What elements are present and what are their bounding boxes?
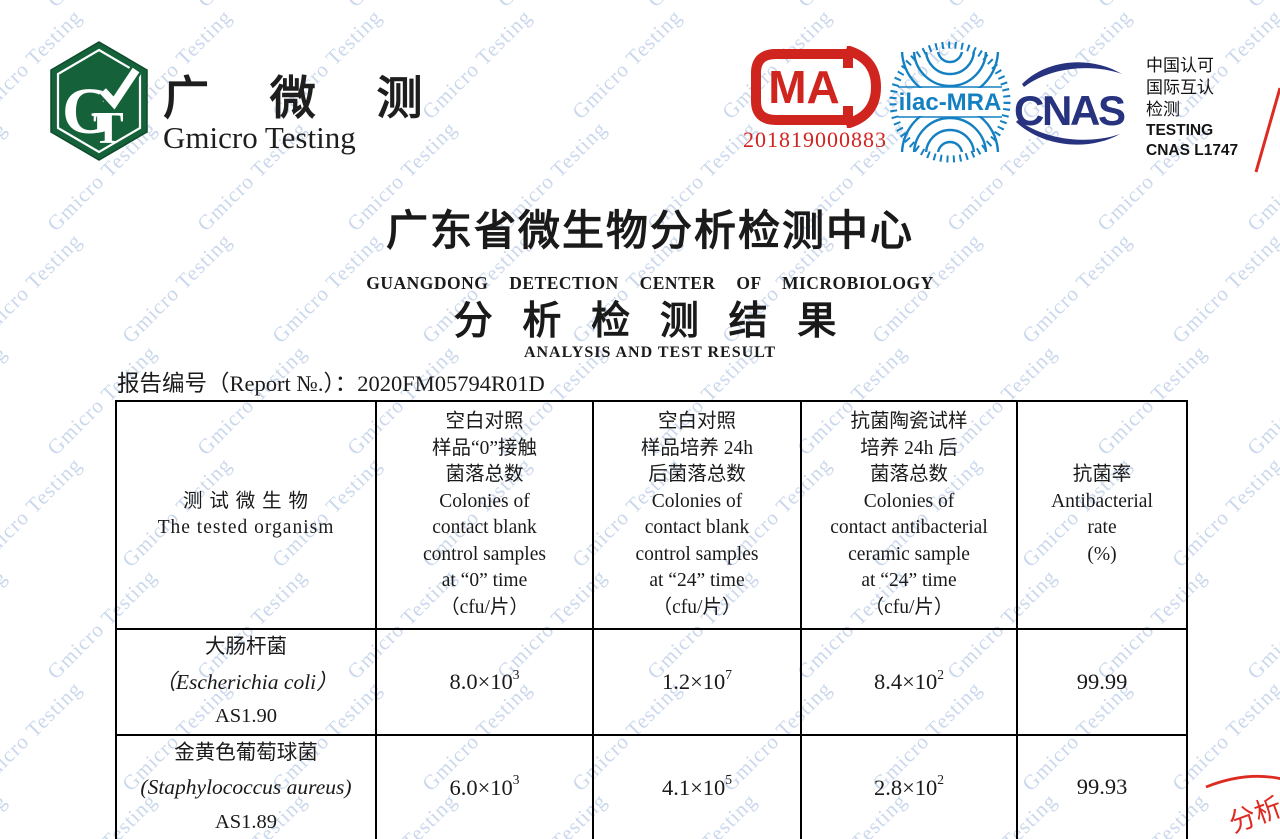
report-number-line: 报告编号（Report №.）：2020FM05794R01D: [117, 366, 545, 398]
result-title-en: ANALYSIS AND TEST RESULT: [523, 344, 777, 361]
watermark-text: Gmicro Testing: [1242, 565, 1280, 684]
gt-letter-t: T: [93, 102, 124, 153]
accreditation-line: 检测: [1146, 100, 1180, 119]
organism-strain: AS1.90: [214, 705, 278, 727]
center-title-en: GUANGDONG DETECTION CENTER OF MICROBIOLO…: [366, 273, 934, 293]
watermark-text: Gmicro Testing: [1242, 789, 1280, 839]
organism-strain: AS1.89: [214, 810, 278, 833]
watermark-text: Gmicro Testing: [0, 564, 12, 684]
watermark-text: Gmicro Testing: [1092, 0, 1212, 12]
watermark-text: Gmicro Testing: [642, 0, 762, 12]
watermark-text: Gmicro Testing: [792, 0, 912, 12]
watermark-text: Gmicro Testing: [42, 0, 162, 12]
column-header-ceramic-24: 抗菌陶瓷试样 培养 24h 后菌落总数 Colonies of contact ant…: [800, 400, 1018, 630]
table-row-ecoli: 大肠杆菌 （Escherichia coli） AS1.90 8.0×103 1…: [115, 628, 1188, 736]
organism-name-latin: （Escherichia coli）: [154, 669, 338, 694]
watermark-text: Gmicro Testing: [0, 0, 12, 12]
cell-blank-24: 1.2×107: [592, 628, 802, 736]
watermark-text: Gmicro Testing: [342, 0, 462, 12]
cma-cert-number: 201819000883: [743, 127, 887, 152]
accreditation-line: CNAS L1747: [1146, 142, 1239, 159]
value: 1.2×107: [661, 666, 733, 695]
watermark-text: Gmicro Testing: [1242, 0, 1280, 12]
accreditation-line: 中国认可: [1146, 56, 1214, 75]
value: 2.8×102: [873, 772, 945, 800]
table-header-row: 测 试 微 生 物 The tested organism 空白对照 样品“0”接触…: [115, 400, 1188, 630]
report-number: 2020FM05794R01D: [357, 371, 545, 396]
report-number-label: 报告编号（Report №.）：: [117, 371, 358, 396]
cnas-logo-icon: CNAS: [1014, 62, 1126, 145]
cnas-label: CNAS: [1014, 87, 1126, 134]
cell-ceramic-24: 2.8×102: [800, 733, 1018, 839]
cell-rate: 99.93: [1016, 733, 1188, 839]
analysis-stamp-icon: 分析: [1205, 774, 1280, 839]
result-title-cn: 分 析 检 测 结 果: [453, 300, 847, 343]
column-header-blank-24: 空白对照 样品培养 24h 后菌落总数 Colonies of contact blan…: [592, 400, 802, 630]
results-table: 测 试 微 生 物 The tested organism 空白对照 样品“0”接触…: [115, 400, 1188, 839]
accreditation-line: 国际互认: [1146, 78, 1214, 97]
cell-ceramic-24: 8.4×102: [800, 628, 1018, 736]
watermark-text: Gmicro Testing: [942, 0, 1062, 12]
watermark-text: Gmicro Testing: [567, 4, 687, 124]
red-corner-mark: [1254, 87, 1280, 173]
ilac-mra-logo-icon: ilac-MRA: [889, 41, 1011, 163]
accreditation-line: TESTING: [1146, 122, 1214, 139]
organism-name-cn: 大肠杆菌: [205, 636, 287, 658]
cell-organism: 金黄色葡萄球菌 (Staphylococcus aureus) AS1.89: [115, 733, 377, 839]
gmicro-testing-logo-icon: G T: [50, 41, 148, 161]
analysis-stamp-text: 分析: [1225, 792, 1280, 839]
column-header-organism: 测 试 微 生 物 The tested organism: [115, 400, 377, 630]
watermark-text: Gmicro Testing: [0, 452, 87, 572]
company-name-cn: 广 微 测: [163, 72, 447, 124]
accreditation-text: 中国认可 国际互认 检测 TESTING CNAS L1747: [1146, 55, 1238, 161]
value: 6.0×103: [449, 772, 520, 800]
value: 99.93: [1076, 774, 1128, 800]
cell-blank-0: 8.0×103: [375, 628, 594, 736]
organism-name-latin: (Staphylococcus aureus): [140, 775, 352, 799]
cma-logo-icon: MA: [751, 46, 882, 128]
cell-blank-24: 4.1×105: [592, 733, 802, 839]
cell-rate: 99.99: [1016, 628, 1188, 736]
value: 8.4×102: [873, 666, 945, 695]
cma-letters: MA: [768, 61, 840, 113]
column-header-blank-0: 空白对照 样品“0”接触 菌落总数 Colonies of contact blank c…: [375, 400, 594, 630]
company-name-en: Gmicro Testing: [163, 120, 356, 155]
center-title-cn: 广东省微生物分析检测中心: [385, 209, 914, 255]
value: 99.99: [1076, 668, 1128, 694]
watermark-text: Gmicro Testing: [192, 0, 312, 12]
gt-letter-g: G: [62, 75, 113, 148]
cell-blank-0: 6.0×103: [375, 733, 594, 839]
ilac-label: ilac-MRA: [899, 89, 1002, 116]
organism-name-cn: 金黄色葡萄球菌: [174, 741, 318, 764]
cell-organism: 大肠杆菌 （Escherichia coli） AS1.90: [115, 628, 377, 736]
column-header-rate: 抗菌率 Antibacterial rate (%): [1016, 400, 1188, 630]
watermark-text: Gmicro Testing: [0, 789, 12, 839]
check-icon: [100, 67, 140, 110]
value: 4.1×105: [661, 772, 733, 800]
table-row-saureus: 金黄色葡萄球菌 (Staphylococcus aureus) AS1.89 6…: [115, 733, 1188, 839]
watermark-text: Gmicro Testing: [0, 676, 87, 796]
value: 8.0×103: [449, 666, 520, 695]
watermark-text: Gmicro Testing: [492, 0, 612, 12]
